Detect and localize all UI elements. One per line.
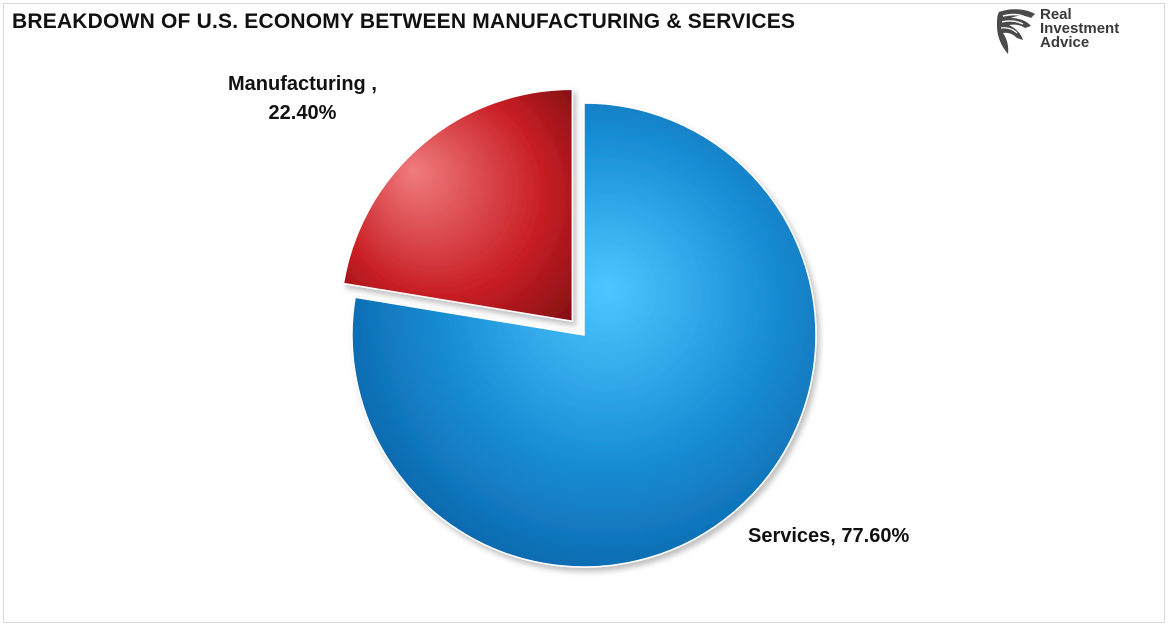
logo-line-2: Investment	[1040, 20, 1120, 37]
pie-slice-services	[351, 102, 817, 568]
chart-title: BREAKDOWN OF U.S. ECONOMY BETWEEN MANUFA…	[12, 10, 796, 33]
brand-logo: Real Investment Advice	[995, 6, 1160, 58]
pie-slice-manufacturing	[342, 88, 574, 323]
eagle-head-icon	[997, 9, 1035, 54]
logo-line-3: Advice	[1040, 34, 1090, 51]
logo-line-1: Real	[1040, 6, 1072, 23]
slice-label-services: Services, 77.60%	[748, 525, 910, 547]
slice-label-manufacturing: Manufacturing , 22.40%	[228, 73, 377, 124]
